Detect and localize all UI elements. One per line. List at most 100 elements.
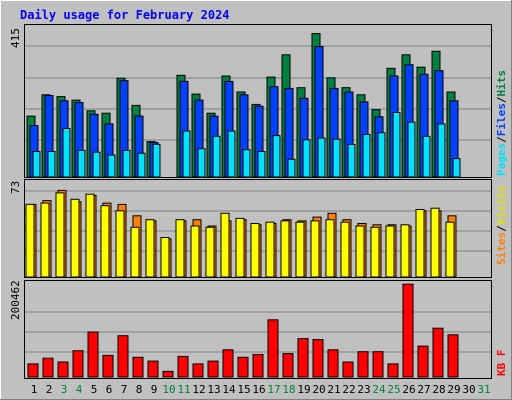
pages-bar [422, 135, 431, 178]
chart-title: Daily usage for February 2024 [20, 8, 230, 22]
kbytes-bar [222, 349, 234, 378]
day-label: 18 [282, 383, 295, 396]
ymax-label-visits: 73 [9, 181, 22, 194]
pages-bar [242, 149, 251, 178]
day-label: 5 [91, 383, 98, 396]
legend-visits-sites: Sites/Visits [495, 186, 508, 266]
legend-pages: Pages [495, 143, 508, 176]
day-label: 21 [327, 383, 340, 396]
visits-bar [175, 219, 185, 278]
visits-bar [445, 221, 455, 278]
visits-bar [355, 225, 365, 278]
legend-sep-3: / [495, 225, 508, 232]
day-label: 17 [267, 383, 280, 396]
day-label: 22 [342, 383, 355, 396]
pages-bar [92, 151, 101, 178]
bar-marks [25, 33, 461, 378]
kbytes-bar [162, 370, 174, 378]
day-label: 20 [312, 383, 325, 396]
visits-bar [250, 223, 260, 278]
visits-bar [415, 209, 425, 278]
visits-bar [145, 219, 155, 278]
day-label: 28 [432, 383, 445, 396]
kbytes-bar [237, 356, 249, 378]
visits-bar [400, 224, 410, 278]
visits-bar [295, 221, 305, 278]
kbytes-bar [402, 283, 414, 378]
day-label: 24 [372, 383, 386, 396]
kbytes-bar [417, 345, 429, 378]
day-label: 15 [237, 383, 250, 396]
pages-bar [302, 139, 311, 178]
legend-sep-1: / [495, 136, 508, 143]
pages-bar [77, 149, 86, 178]
legend-hits-files-pages: Pages/Files/Hits [495, 70, 508, 176]
svg-text:Sites/Visits: Sites/Visits [495, 186, 508, 266]
kbytes-bar [132, 356, 144, 378]
legend-sites: Sites [495, 232, 508, 265]
visits-bar [265, 221, 275, 278]
legend-visits: Visits [495, 186, 508, 226]
visits-bar [235, 217, 245, 278]
kbytes-bar [177, 355, 189, 378]
kbytes-bar [102, 354, 114, 378]
day-label: 16 [252, 383, 265, 396]
kbytes-bar [447, 334, 459, 378]
visits-bar [220, 212, 230, 278]
day-label: 31 [477, 383, 490, 396]
day-label: 30 [462, 383, 475, 396]
visits-bar [85, 193, 95, 278]
pages-bar [437, 123, 446, 178]
kbytes-bar [72, 350, 84, 378]
day-label: 7 [121, 383, 128, 396]
pages-bar [392, 112, 401, 178]
pages-bar [32, 151, 41, 178]
kbytes-bar [372, 351, 384, 378]
pages-bar [377, 132, 386, 178]
visits-bar [340, 221, 350, 278]
legend-kbytes-label: KB F [495, 350, 508, 377]
visits-bar [310, 220, 320, 278]
day-labels: 1 2 3 4 5 6 7 8 9 10 11 12 13 14 15 16 17 18 19 20 21 22 23 24 2… [31, 383, 491, 396]
legend-files: Files [495, 103, 508, 136]
kbytes-bar [252, 354, 264, 378]
kbytes-bar [207, 360, 219, 378]
kbytes-bar [312, 339, 324, 378]
visits-bar [325, 219, 335, 278]
ymax-label-hits: 415 [9, 28, 22, 48]
visits-bar [25, 203, 35, 278]
svg-text:Pages/Files/Hits: Pages/Files/Hits [495, 70, 508, 176]
pages-bar [197, 148, 206, 178]
pages-bar [347, 143, 356, 178]
day-label: 4 [76, 383, 83, 396]
kbytes-bar [297, 338, 309, 378]
day-label: 26 [402, 383, 415, 396]
kbytes-bar [192, 363, 204, 378]
legend-kbytes: KB F [495, 350, 508, 377]
day-label: 10 [162, 383, 175, 396]
day-label: 6 [106, 383, 113, 396]
visits-bar [115, 210, 125, 278]
kbytes-bar [27, 363, 39, 378]
legend-hits: Hits [495, 70, 508, 97]
pages-bar [227, 130, 236, 178]
kbytes-bar [357, 351, 369, 378]
kbytes-bar [117, 335, 129, 378]
visits-bar [70, 198, 80, 278]
visits-bar [100, 205, 110, 278]
pages-bar [272, 135, 281, 178]
day-label: 14 [222, 383, 236, 396]
pages-bar [212, 135, 221, 178]
day-label: 3 [61, 383, 68, 396]
day-label: 19 [297, 383, 310, 396]
pages-bar [287, 158, 296, 178]
day-label: 27 [417, 383, 430, 396]
day-label: 29 [447, 383, 460, 396]
day-label: 23 [357, 383, 370, 396]
visits-bar [385, 225, 395, 278]
pages-bar [62, 128, 71, 178]
day-label: 2 [46, 383, 53, 396]
day-label: 9 [151, 383, 158, 396]
pages-bar [107, 154, 116, 178]
